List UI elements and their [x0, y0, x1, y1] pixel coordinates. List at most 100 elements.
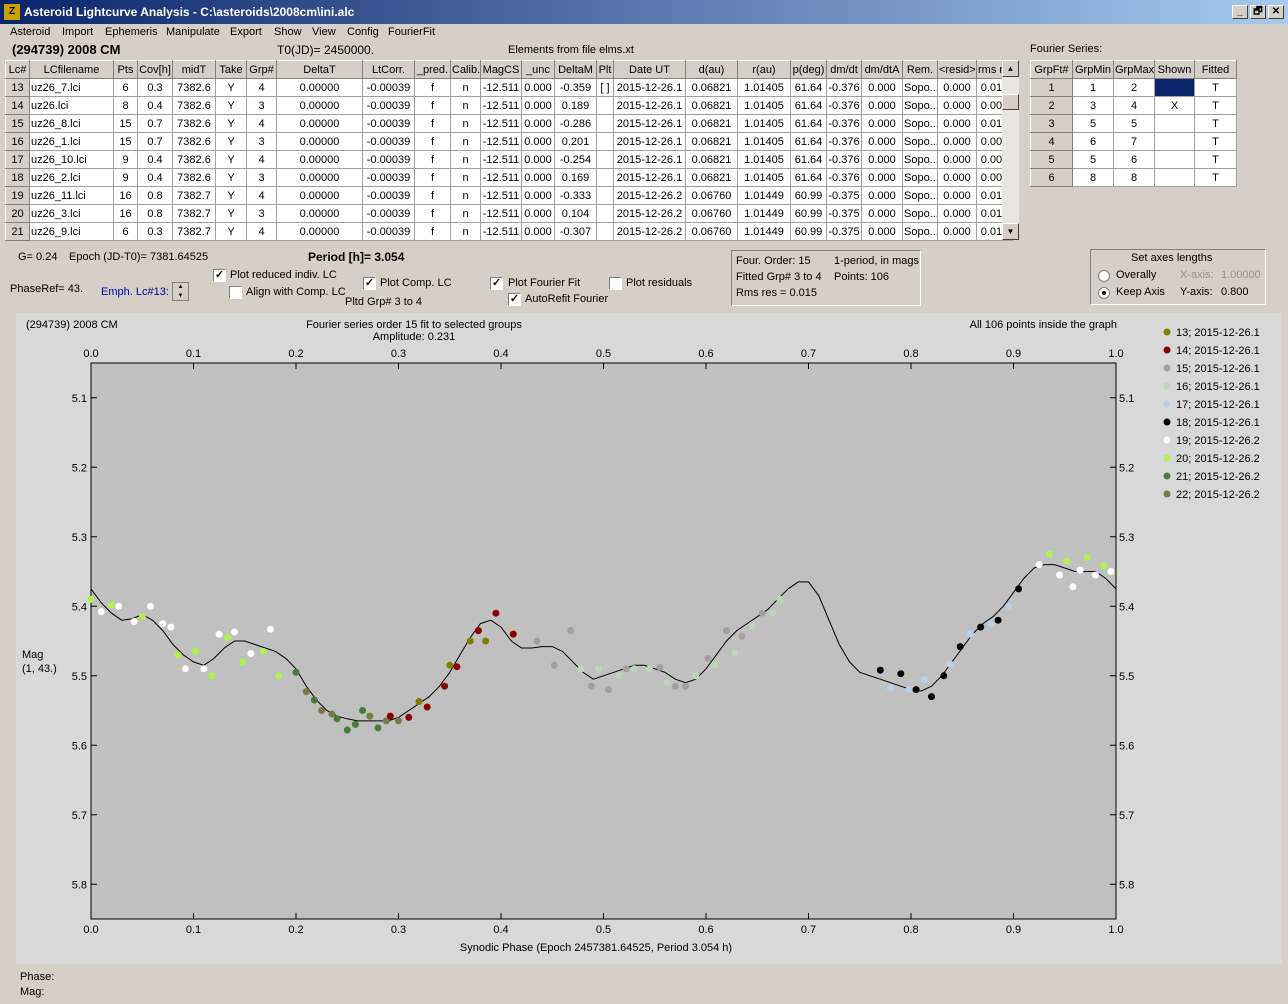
table-cell[interactable]: 5: [1072, 114, 1114, 133]
table-cell[interactable]: 0.104: [554, 204, 597, 223]
table-cell[interactable]: uz26_1.lci: [29, 132, 114, 151]
table-cell[interactable]: 0.000: [937, 150, 977, 169]
column-header[interactable]: _pred.: [414, 60, 451, 79]
table-cell[interactable]: 0.06821: [685, 78, 738, 97]
row-header[interactable]: 15: [5, 114, 30, 133]
table-cell[interactable]: 0.00000: [276, 150, 363, 169]
table-cell[interactable]: 0.000: [861, 168, 903, 187]
table-cell[interactable]: f: [414, 222, 451, 241]
plot-comp-checkbox[interactable]: ✓: [363, 277, 376, 290]
table-cell[interactable]: n: [450, 114, 481, 133]
row-header[interactable]: 20: [5, 204, 30, 223]
menu-fourierfit[interactable]: FourierFit: [388, 26, 436, 38]
table-cell[interactable]: 2015-12-26.1: [613, 78, 686, 97]
table-cell[interactable]: 1.01405: [737, 150, 791, 169]
table-cell[interactable]: n: [450, 168, 481, 187]
row-header[interactable]: 1: [1030, 78, 1073, 97]
lightcurve-table[interactable]: Lc# LCfilename Pts Cov[h] midT Take Grp# DeltaT…: [5, 60, 1013, 241]
row-header[interactable]: 18: [5, 168, 30, 187]
table-cell[interactable]: [596, 114, 614, 133]
table-cell[interactable]: 0.000: [861, 204, 903, 223]
table-cell[interactable]: 0.000: [521, 132, 555, 151]
table-cell[interactable]: 1.01405: [737, 96, 791, 115]
row-header[interactable]: 19: [5, 186, 30, 205]
table-cell[interactable]: -0.375: [826, 204, 862, 223]
table-cell[interactable]: 60.99: [790, 204, 827, 223]
table-row[interactable]: 15 uz26_8.lci 15 0.7 7382.6 Y 4 0.00000 -0.00039…: [5, 114, 1013, 133]
column-header[interactable]: Plt: [596, 60, 614, 79]
table-cell[interactable]: 2015-12-26.2: [613, 222, 686, 241]
table-cell[interactable]: Sopo...: [902, 132, 938, 151]
table-cell[interactable]: uz26_10.lci: [29, 150, 114, 169]
table-cell[interactable]: -0.333: [554, 186, 597, 205]
row-header[interactable]: 17: [5, 150, 30, 169]
table-cell[interactable]: 0.4: [137, 96, 173, 115]
table-scrollbar[interactable]: ▲ ▼: [1002, 60, 1019, 240]
table-cell[interactable]: 60.99: [790, 222, 827, 241]
table-cell[interactable]: 0.00000: [276, 96, 363, 115]
table-cell[interactable]: 0.3: [137, 222, 173, 241]
table-cell[interactable]: [1154, 150, 1195, 169]
table-cell[interactable]: 7382.6: [172, 96, 216, 115]
table-cell[interactable]: uz26_11.lci: [29, 186, 114, 205]
table-cell[interactable]: 9: [113, 168, 138, 187]
table-cell[interactable]: 7382.6: [172, 168, 216, 187]
table-cell[interactable]: uz26_7.lci: [29, 78, 114, 97]
table-cell[interactable]: 0.201: [554, 132, 597, 151]
table-cell[interactable]: Sopo...: [902, 150, 938, 169]
table-cell[interactable]: 3: [246, 168, 277, 187]
table-cell[interactable]: 0.06821: [685, 114, 738, 133]
y-axis-value[interactable]: 0.800: [1221, 286, 1249, 298]
table-cell[interactable]: n: [450, 96, 481, 115]
menu-asteroid[interactable]: Asteroid: [10, 26, 51, 38]
table-cell[interactable]: f: [414, 96, 451, 115]
table-cell[interactable]: -0.00039: [362, 132, 415, 151]
column-header[interactable]: dm/dtA: [861, 60, 903, 79]
menu-view[interactable]: View: [312, 26, 336, 38]
table-cell[interactable]: 8: [113, 96, 138, 115]
plot-reduced-checkbox[interactable]: ✓: [213, 269, 226, 282]
table-cell[interactable]: 0.4: [137, 168, 173, 187]
menu-config[interactable]: Config: [347, 26, 379, 38]
table-cell[interactable]: 6: [1113, 150, 1155, 169]
table-cell[interactable]: f: [414, 114, 451, 133]
table-cell[interactable]: 3: [246, 204, 277, 223]
column-header[interactable]: LCfilename: [29, 60, 114, 79]
table-cell[interactable]: 0.000: [937, 168, 977, 187]
row-header[interactable]: 6: [1030, 168, 1073, 187]
column-header[interactable]: GrpMax: [1113, 60, 1155, 79]
table-cell[interactable]: T: [1194, 78, 1237, 97]
plot-area[interactable]: [90, 362, 1117, 920]
table-cell[interactable]: 4: [246, 150, 277, 169]
table-cell[interactable]: Sopo...: [902, 168, 938, 187]
lightcurve-chart[interactable]: 0.0 0.0 0.1 0.1 0.2 0.2 0.3 0.3 0.4 0.4 0.5 0.5 0.6 0…: [16, 313, 1282, 964]
table-row[interactable]: 20 uz26_3.lci 16 0.8 7382.7 Y 3 0.00000 -0.00039…: [5, 204, 1013, 223]
menu-manipulate[interactable]: Manipulate: [166, 26, 220, 38]
table-cell[interactable]: 61.64: [790, 132, 827, 151]
period-value[interactable]: Period [h]= 3.054: [308, 250, 405, 264]
table-cell[interactable]: 0.000: [861, 150, 903, 169]
menu-export[interactable]: Export: [230, 26, 262, 38]
table-cell[interactable]: -12.511: [480, 186, 522, 205]
table-cell[interactable]: 2015-12-26.1: [613, 96, 686, 115]
column-header[interactable]: r(au): [737, 60, 791, 79]
column-header[interactable]: _unc: [521, 60, 555, 79]
table-cell[interactable]: 4: [246, 186, 277, 205]
table-cell[interactable]: 0.169: [554, 168, 597, 187]
table-cell[interactable]: Y: [215, 186, 247, 205]
table-cell[interactable]: f: [414, 150, 451, 169]
table-cell[interactable]: 0.000: [937, 186, 977, 205]
table-cell[interactable]: 0.000: [521, 150, 555, 169]
table-cell[interactable]: -0.376: [826, 114, 862, 133]
close-button[interactable]: ✕: [1268, 5, 1284, 19]
table-cell[interactable]: -12.511: [480, 204, 522, 223]
table-cell[interactable]: [596, 222, 614, 241]
table-cell[interactable]: -12.511: [480, 132, 522, 151]
table-cell[interactable]: 1.01405: [737, 78, 791, 97]
overally-radio[interactable]: [1098, 270, 1110, 282]
table-cell[interactable]: -0.00039: [362, 204, 415, 223]
row-header[interactable]: 2: [1030, 96, 1073, 115]
table-row[interactable]: 16 uz26_1.lci 15 0.7 7382.6 Y 3 0.00000 -0.00039…: [5, 132, 1013, 151]
table-row[interactable]: 14 uz26.lci 8 0.4 7382.6 Y 3 0.00000 -0.00039 f n -…: [5, 96, 1013, 115]
table-cell[interactable]: uz26_8.lci: [29, 114, 114, 133]
